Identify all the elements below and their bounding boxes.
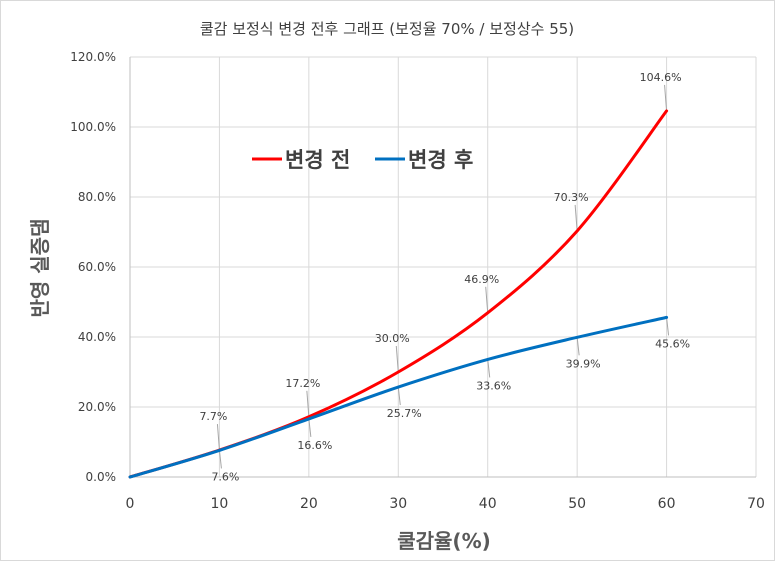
x-tick-label: 0 xyxy=(126,496,135,512)
data-label-before: 17.2% xyxy=(285,377,320,390)
leader-lines xyxy=(216,84,670,469)
x-axis-title: 쿨감율(%) xyxy=(397,529,491,553)
x-tick-label: 40 xyxy=(479,496,497,512)
leader-line xyxy=(218,450,222,469)
x-tick-label: 20 xyxy=(300,496,318,512)
legend-label-before: 변경 전 xyxy=(285,148,350,172)
x-tick-label: 70 xyxy=(747,496,765,512)
y-tick-label: 40.0% xyxy=(78,330,116,344)
leader-line xyxy=(664,84,668,111)
leader-line xyxy=(485,286,489,313)
leader-line xyxy=(306,390,310,417)
data-label-before: 30.0% xyxy=(375,332,410,345)
data-label-after: 39.9% xyxy=(566,357,601,370)
chart-title: 쿨감 보정식 변경 전후 그래프 (보정율 70% / 보정상수 55) xyxy=(200,20,574,38)
legend: 변경 전 변경 후 xyxy=(252,148,473,172)
series-lines xyxy=(128,109,669,479)
data-label-before: 7.7% xyxy=(199,410,227,423)
leader-line xyxy=(576,337,580,356)
x-tick-label: 30 xyxy=(389,496,407,512)
x-tick-labels: 0 10 20 30 40 50 60 70 xyxy=(126,496,765,512)
leader-line xyxy=(397,386,401,406)
y-tick-label: 80.0% xyxy=(78,190,116,204)
data-label-after: 25.7% xyxy=(387,407,422,420)
y-tick-label: 0.0% xyxy=(86,470,117,484)
leader-line xyxy=(308,418,312,437)
x-tick-label: 10 xyxy=(211,496,229,512)
data-label-before: 70.3% xyxy=(554,191,589,204)
leader-line xyxy=(666,317,670,336)
series-line-after xyxy=(128,315,669,479)
y-tick-labels: 0.0% 20.0% 40.0% 60.0% 80.0% 100.0% 120.0% xyxy=(70,50,116,484)
leader-line xyxy=(216,424,220,451)
data-label-before: 46.9% xyxy=(464,273,499,286)
y-tick-label: 100.0% xyxy=(70,120,116,134)
y-tick-label: 60.0% xyxy=(78,260,116,274)
leader-line xyxy=(574,204,578,231)
x-tick-label: 60 xyxy=(658,496,676,512)
data-label-before: 104.6% xyxy=(640,71,682,84)
y-tick-label: 20.0% xyxy=(78,400,116,414)
data-labels: 7.7% 17.2% 30.0% 46.9% 70.3% 104.6% 7.6% 16.6% 2… xyxy=(199,71,690,483)
leader-line xyxy=(487,359,491,378)
data-label-after: 7.6% xyxy=(211,470,239,483)
x-tick-label: 50 xyxy=(568,496,586,512)
data-label-after: 33.6% xyxy=(476,379,511,392)
data-label-after: 16.6% xyxy=(297,439,332,452)
data-label-after: 45.6% xyxy=(655,337,690,350)
y-tick-label: 120.0% xyxy=(70,50,116,64)
y-axis-title: 반영 실증댐 xyxy=(28,219,52,318)
gridlines xyxy=(129,56,757,478)
legend-label-after: 변경 후 xyxy=(408,148,473,172)
leader-line xyxy=(395,345,399,373)
